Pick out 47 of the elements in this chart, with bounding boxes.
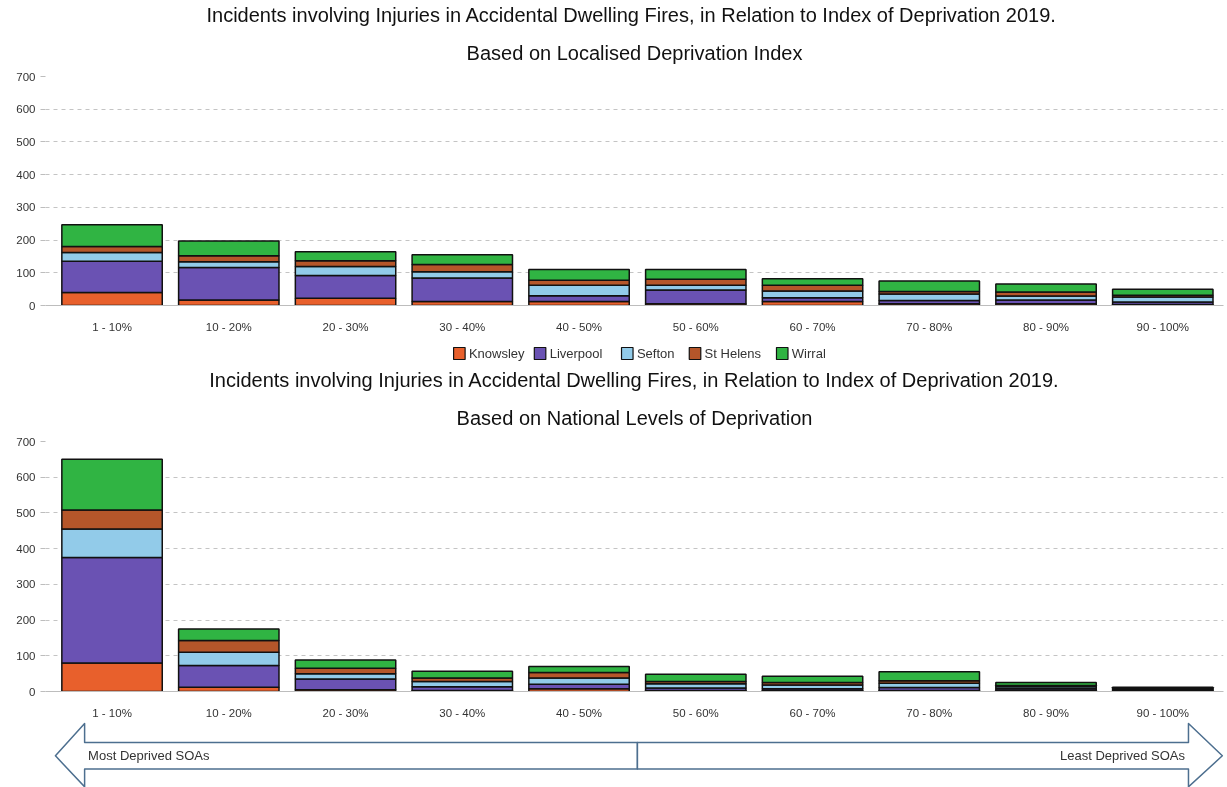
x-tick-label: 30 - 40% [439,706,486,719]
x-tick-label: 70 - 80% [906,320,953,333]
x-tick-label: 80 - 90% [1023,706,1070,719]
x-tick-label: 60 - 70% [789,320,836,333]
legend-label: Knowsley [468,346,526,361]
y-tick-label: 600 [16,471,36,484]
y-tick-label: 200 [16,614,36,627]
x-tick-label: 80 - 90% [1023,320,1070,333]
legend-label: St Helens [704,346,762,361]
x-tick-label: 10 - 20% [205,320,252,333]
x-tick-label: 40 - 50% [556,706,603,719]
y-tick-label: 200 [16,234,36,247]
chart-title: Incidents involving Injuries in Accidental Dwelling Fires, in Relation to Index of Deprivation 2019. [206,3,1056,26]
y-tick-label: 100 [16,266,36,279]
y-tick-label: 300 [16,201,36,214]
legend-label: Sefton [636,346,675,361]
x-tick-label: 50 - 60% [672,320,719,333]
y-tick-label: 300 [16,578,36,591]
x-tick-label: 90 - 100% [1136,320,1190,333]
y-tick-label: 400 [16,168,36,181]
y-tick-label: 700 [16,70,36,83]
y-tick-label: 600 [16,103,36,116]
x-tick-label: 20 - 30% [322,320,369,333]
x-tick-label: 90 - 100% [1136,706,1190,719]
x-tick-label: 20 - 30% [322,706,369,719]
x-tick-label: 40 - 50% [556,320,603,333]
y-tick-label: 100 [16,649,36,662]
chart-subtitle: Based on National Levels of Deprivation [456,406,813,429]
legend-label: Wirral [791,346,826,361]
text: Least Deprived SOAs [1059,748,1186,764]
x-tick-label: 30 - 40% [439,320,486,333]
x-tick-label: 1 - 10% [92,320,132,333]
y-tick-label: 400 [16,542,36,555]
legend-label: Liverpool [549,346,603,361]
y-tick-label: 700 [16,435,36,448]
y-tick-label: 500 [16,506,36,519]
x-tick-label: 60 - 70% [789,706,836,719]
x-tick-label: 50 - 60% [672,706,719,719]
x-tick-label: 1 - 10% [92,706,132,719]
y-tick-label: 0 [29,685,36,698]
chart-title: Incidents involving Injuries in Accidental Dwelling Fires, in Relation to Index of Deprivation 2019. [209,368,1059,391]
x-tick-label: 10 - 20% [205,706,252,719]
y-tick-label: 500 [16,135,36,148]
text: Most Deprived SOAs [88,748,210,764]
x-tick-label: 70 - 80% [906,706,953,719]
chart-subtitle: Based on Localised Deprivation Index [466,41,803,64]
y-tick-label: 0 [29,299,36,312]
